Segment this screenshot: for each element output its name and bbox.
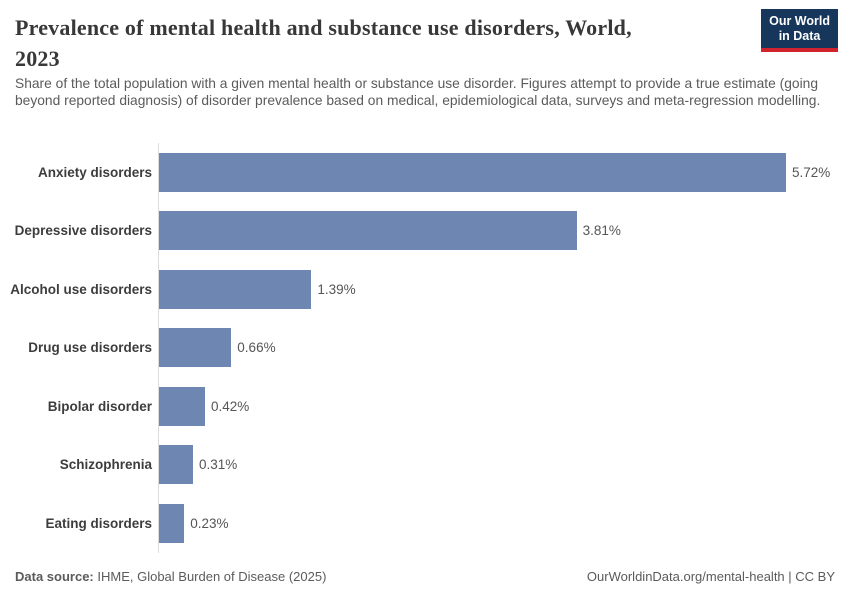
- owid-logo[interactable]: Our World in Data: [761, 9, 838, 52]
- value-label: 3.81%: [582, 223, 621, 239]
- footer-link[interactable]: OurWorldinData.org/mental-health | CC BY: [586, 569, 835, 584]
- bar-row: Drug use disorders 0.66%: [0, 318, 850, 377]
- plot-area: 0.42%: [158, 377, 850, 436]
- chart-footer: Data source: IHME, Global Burden of Dise…: [15, 569, 835, 584]
- bar-row: Alcohol use disorders 1.39%: [0, 260, 850, 319]
- bar[interactable]: [159, 386, 205, 426]
- category-label: Alcohol use disorders: [10, 281, 152, 297]
- value-label: 0.42%: [211, 398, 250, 414]
- data-source: Data source: IHME, Global Burden of Dise…: [15, 569, 326, 584]
- data-source-label: Data source:: [15, 569, 94, 584]
- title-line-1: Prevalence of mental health and substanc…: [15, 15, 632, 40]
- bar[interactable]: [159, 503, 185, 543]
- category-label: Schizophrenia: [59, 457, 152, 473]
- title-line-2: 2023: [15, 46, 60, 71]
- page-title: Prevalence of mental health and substanc…: [15, 12, 760, 74]
- category-label: Eating disorders: [45, 515, 152, 531]
- data-source-value: IHME, Global Burden of Disease (2025): [93, 569, 327, 584]
- bar-chart: Anxiety disorders 5.72% Depressive disorde…: [0, 143, 850, 553]
- category-label: Drug use disorders: [28, 340, 152, 356]
- bar[interactable]: [159, 328, 232, 368]
- bar[interactable]: [159, 152, 786, 192]
- bar[interactable]: [159, 211, 577, 251]
- value-label: 0.31%: [199, 457, 238, 473]
- chart-subtitle: Share of the total population with a giv…: [15, 76, 821, 108]
- plot-area: 5.72%: [158, 143, 850, 202]
- plot-area: 1.39%: [158, 260, 850, 319]
- category-label: Bipolar disorder: [47, 398, 152, 414]
- plot-area: 3.81%: [158, 201, 850, 260]
- bar-row: Eating disorders 0.23%: [0, 494, 850, 553]
- owid-logo-line-1: Our World: [769, 14, 830, 28]
- plot-area: 0.23%: [158, 494, 850, 553]
- owid-logo-line-2: in Data: [778, 29, 821, 43]
- value-label: 0.66%: [237, 340, 276, 356]
- value-label: 0.23%: [190, 515, 229, 531]
- bar-row: Depressive disorders 3.81%: [0, 201, 850, 260]
- category-label: Depressive disorders: [14, 223, 152, 239]
- bar-row: Anxiety disorders 5.72%: [0, 143, 850, 202]
- value-label: 1.39%: [317, 281, 356, 297]
- bar[interactable]: [159, 269, 312, 309]
- plot-area: 0.66%: [158, 318, 850, 377]
- bar[interactable]: [159, 445, 193, 485]
- bar-row: Schizophrenia 0.31%: [0, 435, 850, 494]
- plot-area: 0.31%: [158, 435, 850, 494]
- bar-row: Bipolar disorder 0.42%: [0, 377, 850, 436]
- value-label: 5.72%: [792, 164, 831, 180]
- category-label: Anxiety disorders: [37, 164, 152, 180]
